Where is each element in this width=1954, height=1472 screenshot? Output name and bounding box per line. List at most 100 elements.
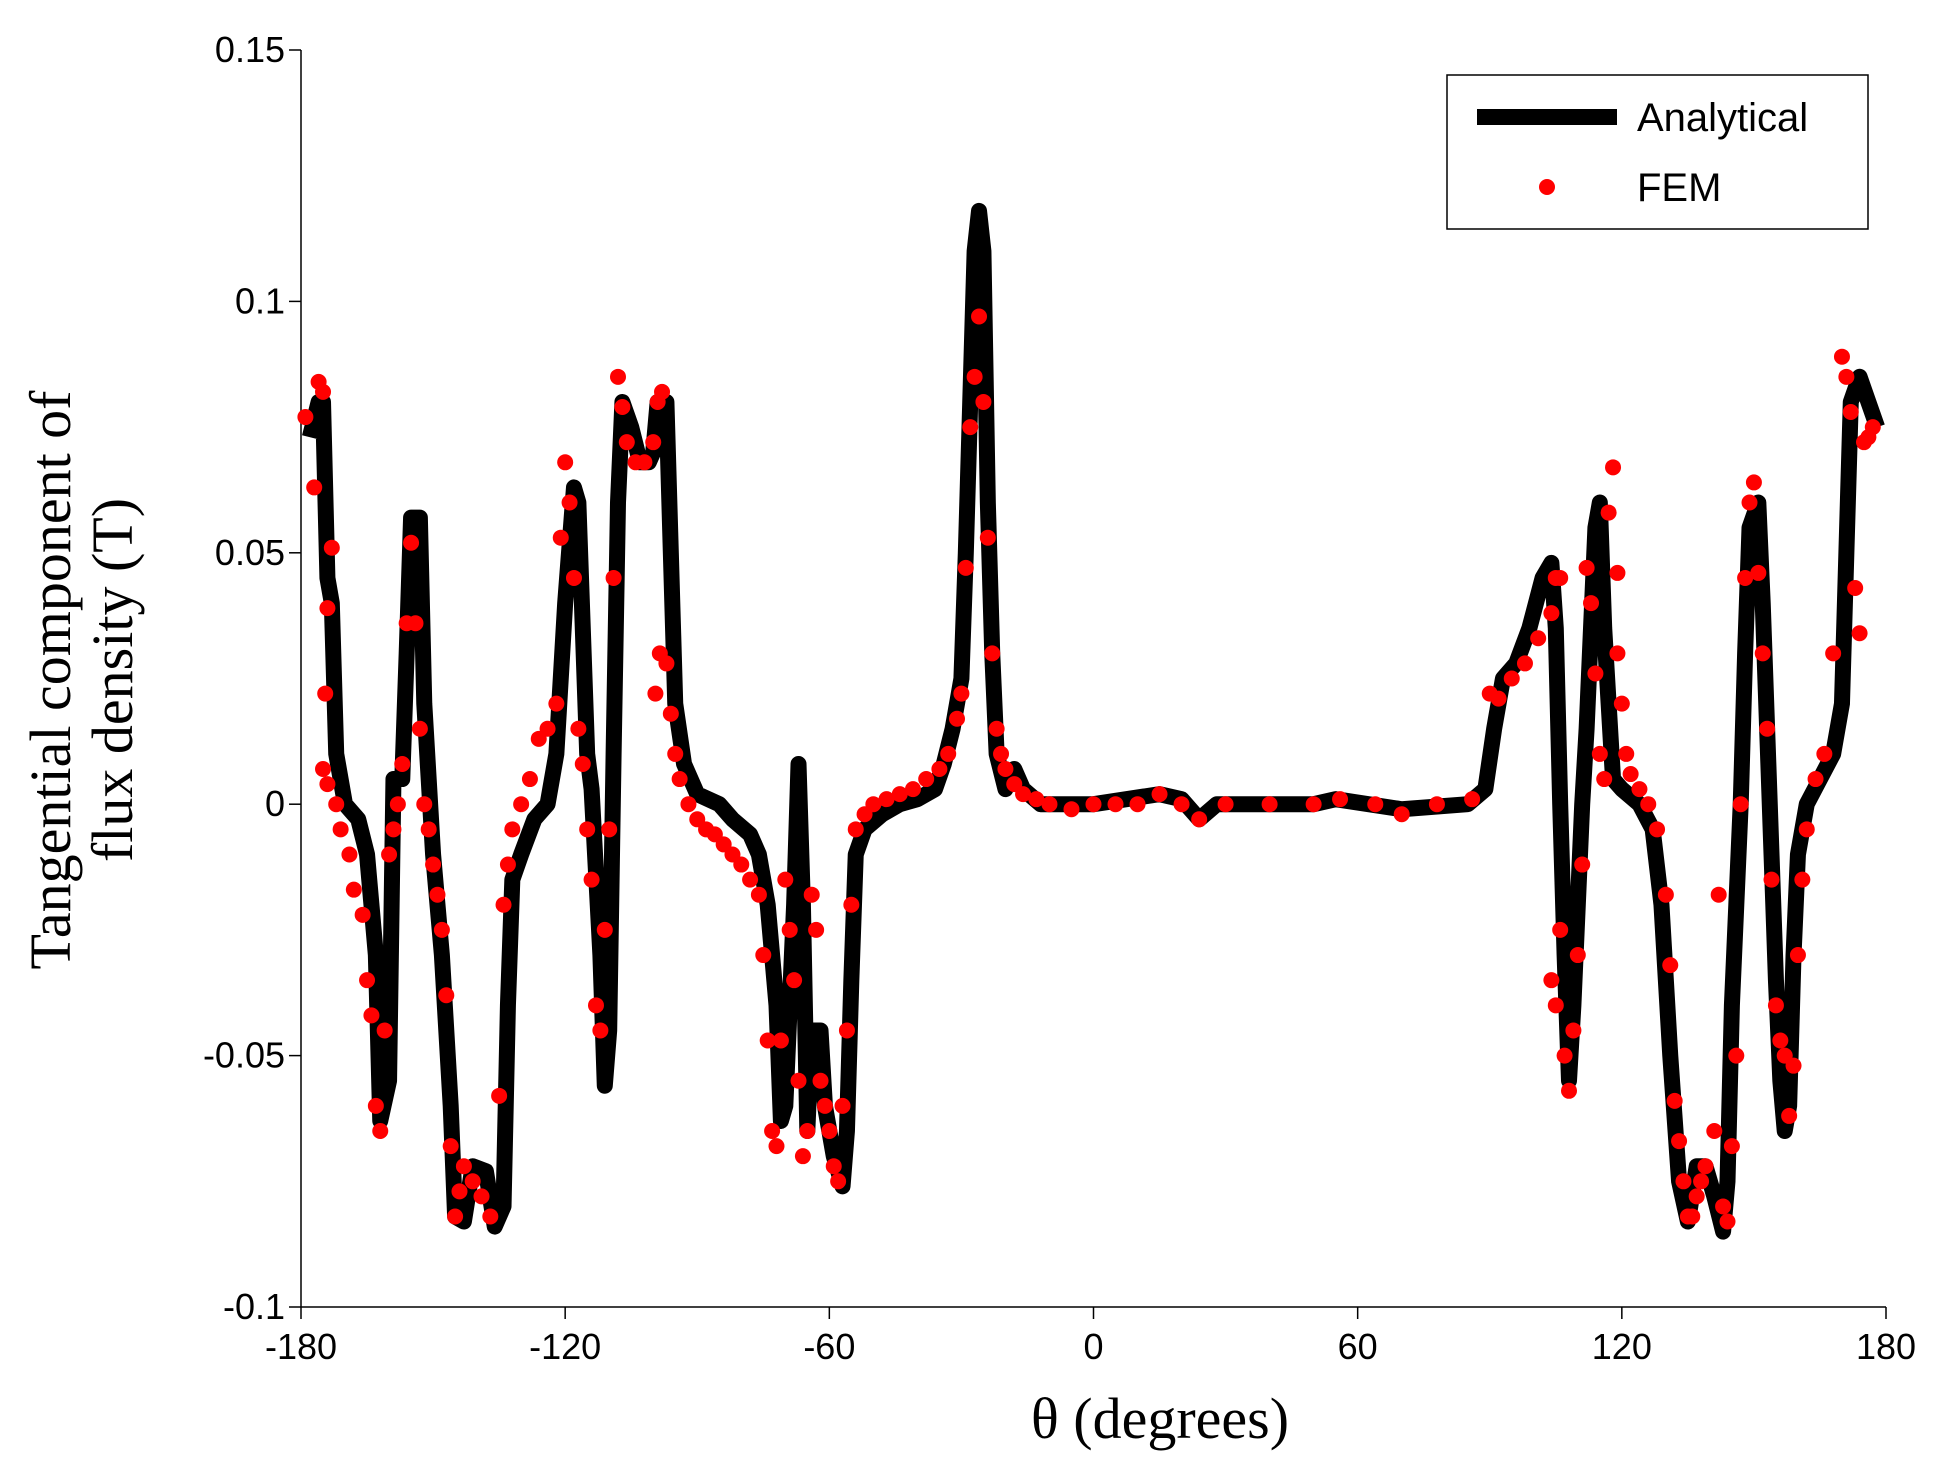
fem-point — [667, 745, 684, 762]
fem-point — [513, 796, 530, 813]
fem-point — [1794, 871, 1811, 888]
fem-point — [429, 886, 446, 903]
fem-point — [962, 419, 979, 436]
fem-point — [1767, 997, 1784, 1014]
fem-point — [610, 368, 626, 385]
fem-point — [425, 856, 442, 873]
fem-point — [979, 529, 996, 546]
fem-point — [1785, 1057, 1802, 1074]
fem-point — [376, 1022, 393, 1039]
fem-point — [389, 796, 406, 813]
fem-point — [755, 947, 772, 964]
fem-point — [552, 529, 569, 546]
fem-point — [341, 846, 358, 863]
fem-point — [367, 1097, 384, 1114]
fem-point — [838, 1022, 855, 1039]
fem-point — [1816, 745, 1833, 762]
fem-point — [1596, 771, 1613, 788]
fem-point — [733, 856, 750, 873]
fem-point — [1640, 796, 1657, 813]
fem-point — [332, 821, 349, 838]
fem-point — [878, 791, 895, 808]
fem-point — [1151, 786, 1168, 803]
fem-point — [381, 846, 398, 863]
fem-point — [447, 1208, 464, 1225]
fem-point — [821, 1123, 838, 1140]
x-tick-label: -120 — [529, 1326, 601, 1367]
fem-point — [931, 761, 948, 778]
fem-point — [1851, 625, 1868, 642]
fem-point — [834, 1097, 851, 1114]
fem-point — [772, 1032, 789, 1049]
fem-point — [570, 720, 587, 737]
fem-point — [317, 685, 334, 702]
legend-label: Analytical — [1637, 96, 1808, 140]
fem-point — [394, 755, 411, 772]
fem-point — [768, 1138, 785, 1155]
fem-point — [1561, 1082, 1577, 1099]
fem-point — [949, 710, 966, 727]
fem-point — [1556, 1047, 1573, 1064]
fem-point — [1578, 559, 1595, 576]
fem-point — [781, 921, 798, 938]
fem-point — [557, 454, 574, 471]
fem-point — [1737, 569, 1754, 586]
y-tick-label: -0.05 — [203, 1035, 285, 1076]
fem-point — [451, 1183, 468, 1200]
fem-point — [372, 1123, 389, 1140]
fem-point — [473, 1188, 490, 1205]
fem-point — [1129, 796, 1146, 813]
fem-point — [816, 1097, 833, 1114]
fem-point — [891, 786, 908, 803]
fem-point — [1697, 1158, 1714, 1175]
fem-point — [345, 881, 362, 898]
fem-point — [614, 398, 631, 415]
fem-point — [455, 1158, 472, 1175]
fem-point — [1173, 796, 1190, 813]
fem-point — [988, 720, 1005, 737]
fem-point — [975, 393, 992, 410]
fem-point — [1745, 474, 1762, 491]
fem-point — [354, 906, 371, 923]
fem-point — [790, 1072, 807, 1089]
fem-point — [1393, 806, 1410, 823]
fem-point — [984, 645, 1001, 662]
fem-point — [997, 761, 1014, 778]
fem-point — [1864, 419, 1881, 436]
fem-point — [363, 1007, 380, 1024]
fem-point — [1591, 745, 1608, 762]
fem-point — [865, 796, 882, 813]
fem-point — [579, 821, 596, 838]
fem-point — [993, 745, 1010, 762]
fem-point — [764, 1123, 781, 1140]
fem-point — [847, 821, 864, 838]
fem-point — [1657, 886, 1674, 903]
fem-point — [750, 886, 767, 903]
fem-point — [803, 886, 820, 903]
fem-point — [495, 896, 512, 913]
fem-point — [843, 896, 860, 913]
fem-point — [799, 1123, 816, 1140]
fem-point — [1688, 1188, 1705, 1205]
fem-point — [539, 720, 556, 737]
x-tick-label: -60 — [803, 1326, 855, 1367]
fem-point — [1332, 791, 1349, 808]
fem-point — [1516, 655, 1533, 672]
fem-point — [1605, 459, 1622, 476]
fem-point — [1609, 645, 1626, 662]
fem-point — [323, 539, 340, 556]
fem-point — [1618, 745, 1635, 762]
fem-point — [953, 685, 970, 702]
fem-point — [1649, 821, 1666, 838]
fem-point — [1543, 972, 1560, 989]
fem-point — [1041, 796, 1058, 813]
fem-point — [759, 1032, 776, 1049]
y-tick-label: 0.05 — [215, 532, 285, 573]
fem-point — [645, 434, 662, 451]
fem-point — [1825, 645, 1842, 662]
fem-point — [1428, 796, 1445, 813]
fem-point — [636, 454, 653, 471]
fem-point — [548, 695, 565, 712]
fem-point — [777, 871, 794, 888]
